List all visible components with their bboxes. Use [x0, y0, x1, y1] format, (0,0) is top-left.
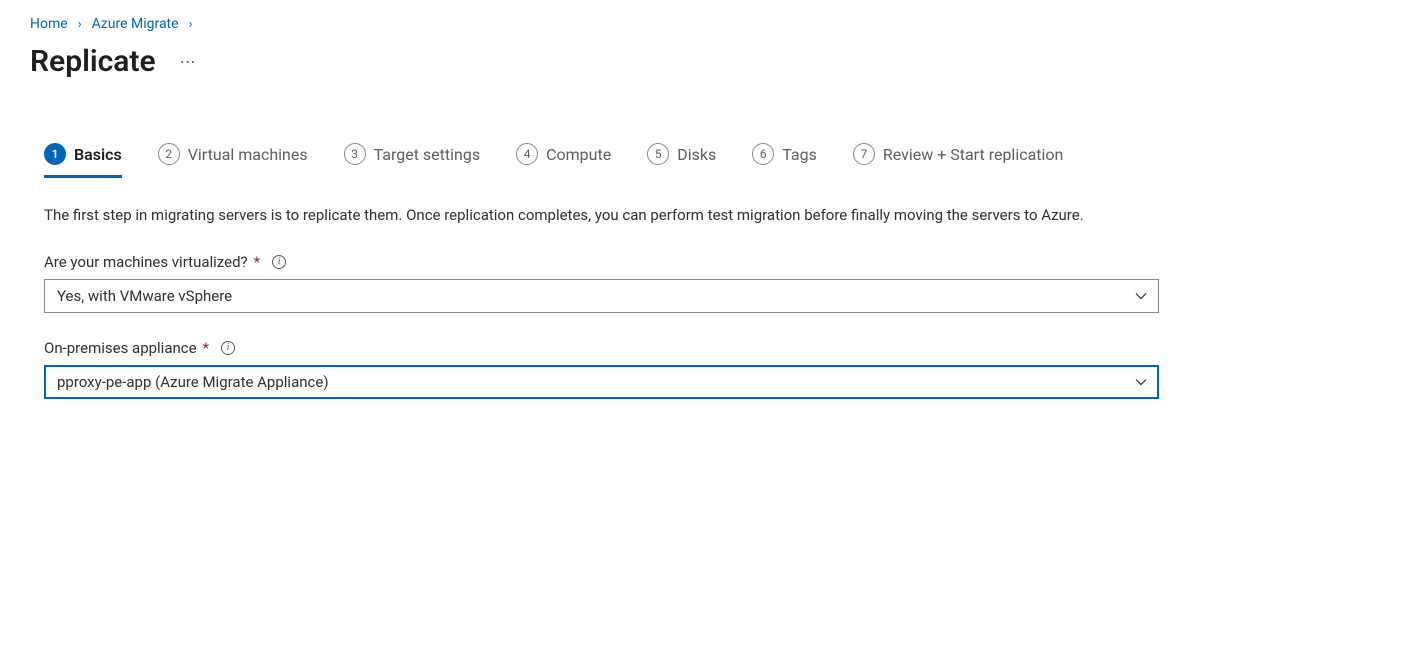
- info-icon[interactable]: i: [272, 255, 286, 269]
- chevron-down-icon: [1134, 289, 1148, 303]
- breadcrumb-azure-migrate[interactable]: Azure Migrate: [92, 16, 179, 32]
- chevron-down-icon: [1134, 375, 1148, 389]
- tab-basics[interactable]: 1 Basics: [44, 143, 122, 178]
- title-row: Replicate ⋯: [30, 44, 1384, 79]
- more-actions-icon[interactable]: ⋯: [180, 52, 197, 71]
- tab-target-settings[interactable]: 3 Target settings: [344, 143, 481, 178]
- tab-step-number: 6: [752, 143, 774, 165]
- dropdown-value: pproxy-pe-app (Azure Migrate Appliance): [57, 373, 329, 391]
- tab-content: The first step in migrating servers is t…: [30, 204, 1384, 399]
- tab-step-number: 2: [158, 143, 180, 165]
- tab-tags[interactable]: 6 Tags: [752, 143, 817, 178]
- tab-label: Disks: [677, 145, 716, 164]
- breadcrumb: Home › Azure Migrate ›: [30, 16, 1384, 32]
- field-label: On-premises appliance: [44, 339, 197, 357]
- tab-label: Basics: [74, 145, 122, 164]
- field-appliance: On-premises appliance * i pproxy-pe-app …: [44, 339, 1370, 399]
- tab-step-number: 7: [853, 143, 875, 165]
- field-label: Are your machines virtualized?: [44, 253, 248, 271]
- tab-review-start[interactable]: 7 Review + Start replication: [853, 143, 1064, 178]
- dropdown-value: Yes, with VMware vSphere: [57, 287, 232, 305]
- tab-label: Review + Start replication: [883, 145, 1064, 164]
- breadcrumb-home[interactable]: Home: [30, 16, 68, 32]
- chevron-right-icon: ›: [78, 17, 82, 32]
- field-label-row: Are your machines virtualized? * i: [44, 253, 1370, 271]
- field-virtualized: Are your machines virtualized? * i Yes, …: [44, 253, 1370, 313]
- virtualized-dropdown[interactable]: Yes, with VMware vSphere: [44, 279, 1159, 313]
- appliance-dropdown[interactable]: pproxy-pe-app (Azure Migrate Appliance): [44, 365, 1159, 399]
- tab-compute[interactable]: 4 Compute: [516, 143, 611, 178]
- tab-disks[interactable]: 5 Disks: [647, 143, 716, 178]
- tab-step-number: 5: [647, 143, 669, 165]
- tab-label: Virtual machines: [188, 145, 308, 164]
- chevron-right-icon: ›: [189, 17, 193, 32]
- required-marker: *: [254, 253, 260, 271]
- page-title: Replicate: [30, 44, 156, 79]
- field-label-row: On-premises appliance * i: [44, 339, 1370, 357]
- info-icon[interactable]: i: [221, 341, 235, 355]
- tab-label: Compute: [546, 145, 611, 164]
- tab-step-number: 3: [344, 143, 366, 165]
- tab-label: Tags: [782, 145, 817, 164]
- tab-virtual-machines[interactable]: 2 Virtual machines: [158, 143, 308, 178]
- tab-label: Target settings: [374, 145, 481, 164]
- tab-step-number: 4: [516, 143, 538, 165]
- tab-step-number: 1: [44, 143, 66, 165]
- description-text: The first step in migrating servers is t…: [44, 204, 1144, 227]
- wizard-tabs: 1 Basics 2 Virtual machines 3 Target set…: [30, 143, 1384, 178]
- required-marker: *: [203, 339, 209, 357]
